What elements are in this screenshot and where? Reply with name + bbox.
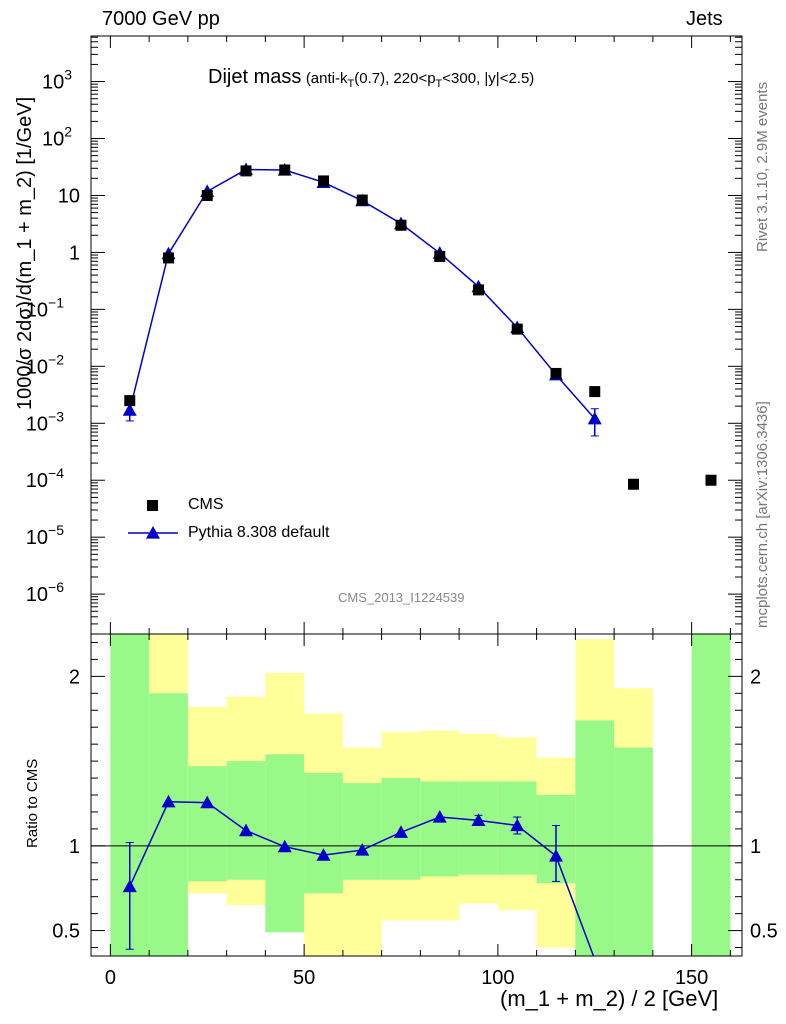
main-y-tick-label: 10: [58, 185, 80, 207]
pythia-point-0: [122, 403, 137, 416]
ratio-point-7: [394, 825, 408, 838]
legend-pythia-label: Pythia 8.308 default: [188, 524, 330, 541]
ratio-band-inner-8: [420, 781, 460, 877]
cms-point-11: [550, 367, 562, 379]
ratio-point-5: [316, 848, 331, 861]
cms-point-14: [705, 474, 717, 486]
ratio-point-3: [239, 823, 253, 837]
ratio-band-inner-14: [691, 634, 731, 956]
cms-point-0: [124, 395, 136, 407]
cms-point-12: [589, 386, 601, 398]
ratio-band-inner-5: [304, 772, 343, 894]
ratio-y-tick-label-right: 2: [750, 666, 761, 688]
ratio-point-8: [432, 810, 447, 823]
ratio-point-10: [510, 818, 525, 832]
cms-point-3: [240, 165, 252, 177]
pythia-line: [129, 168, 596, 420]
chart-title: Dijet mass (anti-kT(0.7), 220<pT<300, |y…: [208, 66, 534, 90]
ratio-y-tick-label-right: 0.5: [750, 921, 778, 943]
cms-point-13: [628, 478, 639, 490]
ratio-point-2: [200, 795, 215, 809]
cms-point-1: [163, 252, 174, 264]
ratio-y-tick-label: 1: [69, 836, 80, 858]
cms-point-5: [318, 175, 329, 187]
pythia-point-12: [587, 411, 602, 425]
x-tick-label: 150: [675, 967, 708, 989]
ratio-point-9: [471, 813, 486, 827]
y-axis-label: 1000/σ 2dσ)/d(m_1 + m_2) [1/GeV]: [14, 96, 36, 410]
main-y-tick-label: 102: [42, 124, 72, 151]
ratio-point-4: [277, 839, 292, 853]
mcplots-label: mcplots.cern.ch [arXiv:1306.3436]: [754, 401, 771, 628]
main-y-tick-label: 103: [42, 67, 72, 94]
ratio-band-inner-9: [459, 781, 498, 875]
cms-point-2: [201, 189, 213, 201]
ratio-band-inner-1: [149, 693, 188, 956]
cms-point-8: [434, 250, 446, 262]
x-axis-label: (m_1 + m_2) / 2 [GeV]: [500, 986, 719, 1011]
x-tick-label: 100: [481, 967, 514, 989]
main-y-tick-label: 10−3: [26, 408, 64, 435]
analysis-watermark: CMS_2013_I1224539: [338, 590, 465, 605]
x-tick-label: 50: [293, 967, 315, 989]
ratio-point-11: [549, 849, 563, 862]
ratio-y-tick-label-right: 1: [750, 836, 761, 858]
ratio-y-tick-label: 0.5: [52, 921, 80, 943]
cms-point-4: [279, 164, 291, 176]
main-y-tick-label: 10−5: [26, 522, 64, 549]
header-left: 7000 GeV pp: [102, 8, 220, 30]
cms-point-9: [473, 284, 484, 296]
title-main: Dijet mass: [208, 66, 302, 88]
ratio-point-0: [122, 879, 137, 893]
main-y-tick-label: 10−2: [26, 351, 64, 378]
ratio-series: [122, 794, 595, 956]
main-panel-frame: [90, 35, 743, 635]
x-tick-label: 0: [105, 967, 116, 989]
ratio-band-inner-12: [575, 720, 615, 956]
legend-cms-label: CMS: [188, 496, 224, 513]
title-detail: (anti-kT(0.7), 220<pT<300, |y|<2.5): [305, 70, 535, 90]
ratio-point-6: [355, 843, 370, 856]
ratio-band-inner-6: [342, 783, 382, 880]
main-y-tick-label: 10−6: [26, 579, 64, 606]
cms-point-6: [356, 194, 368, 206]
ratio-band-inner-13: [614, 747, 653, 956]
cms-point-10: [511, 323, 523, 335]
header-right: Jets: [686, 8, 723, 30]
legend-pythia-marker: [146, 526, 160, 539]
ratio-band-inner-2: [187, 766, 227, 882]
main-y-tick-label: 10−4: [26, 465, 64, 492]
cms-series: [124, 164, 717, 490]
cms-point-7: [395, 219, 407, 231]
legend-cms-marker: [147, 500, 158, 511]
main-y-tick-label: 10−1: [26, 294, 64, 321]
ratio-y-axis-label: Ratio to CMS: [24, 758, 41, 848]
ratio-point-1: [161, 794, 176, 808]
main-y-tick-label: 1: [69, 242, 80, 264]
rivet-label: Rivet 3.1.10, 2.9M events: [754, 81, 771, 252]
ratio-y-tick-label: 2: [69, 666, 80, 688]
